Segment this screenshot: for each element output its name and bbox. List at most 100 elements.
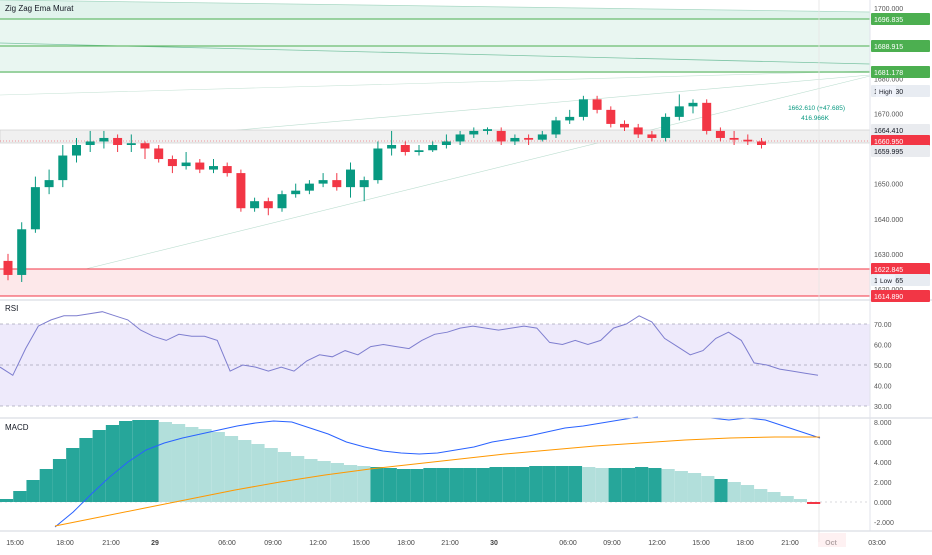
price-tag-bg	[871, 263, 930, 275]
candle-body	[469, 130, 479, 135]
support-zone	[0, 269, 870, 296]
candle-body	[633, 127, 643, 135]
time-tick-label: 21:00	[781, 540, 799, 547]
macd-histogram-bar	[238, 440, 252, 502]
macd-histogram-bar	[52, 459, 67, 502]
macd-histogram-bar	[807, 502, 821, 504]
candle-body	[537, 134, 547, 140]
price-tag-bg	[871, 290, 930, 302]
price-tag: 1614.890	[871, 290, 930, 302]
candle-body	[17, 229, 27, 275]
macd-histogram-bar	[13, 491, 27, 502]
fan-line	[0, 70, 871, 96]
macd-histogram-bar	[145, 420, 159, 502]
time-tick-label: 15:00	[6, 540, 24, 547]
candle-body	[291, 190, 301, 195]
macd-label[interactable]: MACD	[5, 423, 29, 432]
candle-body	[167, 159, 177, 167]
macd-histogram-bar	[198, 429, 212, 502]
macd-histogram-bar	[661, 469, 675, 502]
macd-tick-label: 2.000	[874, 480, 892, 487]
macd-tick-label: 0.000	[874, 500, 892, 507]
candle-body	[578, 99, 588, 117]
candle-body	[181, 162, 191, 167]
candle-body	[85, 141, 95, 145]
macd-histogram-bar	[595, 468, 609, 502]
indicator-title[interactable]: Zig Zag Ema Murat	[5, 4, 74, 13]
price-tag-text: 1681.178	[874, 70, 903, 77]
macd-histogram-bar	[489, 467, 503, 502]
price-tag: 1622.845	[871, 263, 930, 275]
rsi-tick-label: 70.00	[874, 322, 892, 329]
macd-histogram-bar	[621, 468, 636, 502]
macd-histogram-bar	[608, 468, 622, 502]
candle-body	[400, 144, 410, 153]
signal-line	[54, 436, 820, 527]
candle-body	[99, 137, 109, 142]
macd-histogram-bar	[423, 468, 437, 502]
macd-histogram-bar	[436, 468, 450, 502]
macd-histogram-bar	[357, 466, 371, 502]
macd-histogram-bar	[119, 421, 133, 502]
price-tag-text: 1688.915	[874, 44, 903, 51]
price-tag-text: 1659.995	[874, 149, 903, 156]
macd-histogram-bar	[780, 496, 794, 502]
macd-histogram-bar	[727, 482, 741, 502]
macd-histogram-bar	[568, 466, 583, 502]
candle-body	[455, 134, 465, 142]
macd-histogram-bar	[330, 463, 344, 502]
macd-histogram-bar	[26, 480, 40, 502]
price-tag-bg	[871, 124, 930, 136]
candle-body	[715, 130, 725, 138]
price-tag: 1659.995	[871, 145, 930, 157]
candle-body	[140, 143, 150, 149]
candle-body	[743, 139, 753, 142]
price-tag-text: 1664.410	[874, 128, 903, 135]
time-tick-label: 29	[151, 540, 159, 547]
candle-body	[126, 143, 136, 145]
candle-body	[592, 99, 602, 110]
rsi-label[interactable]: RSI	[5, 304, 19, 313]
candle-body	[30, 187, 40, 230]
macd-histogram-bar	[264, 448, 278, 502]
candle-body	[757, 141, 766, 145]
price-tag: 1696.835	[871, 13, 930, 25]
macd-histogram-bar	[635, 467, 649, 502]
candle-body	[510, 137, 520, 142]
macd-histogram-bar	[132, 420, 146, 502]
macd-histogram-bar	[674, 471, 688, 502]
price-tag-text: 1696.835	[874, 17, 903, 24]
resistance-zone-top	[0, 0, 870, 19]
macd-histogram-bar	[502, 467, 516, 502]
macd-histogram-bar	[714, 479, 728, 502]
macd-tick-label: -2.000	[874, 520, 894, 527]
rsi-tick-label: 30.00	[874, 404, 892, 411]
macd-histogram-bar	[277, 452, 292, 502]
candle-body	[661, 116, 671, 138]
candle-body	[209, 166, 218, 170]
candle-body	[373, 148, 383, 181]
candle-body	[58, 155, 68, 181]
price-tag-text: 1660.950	[874, 139, 903, 146]
trend-line	[0, 75, 871, 291]
macd-histogram-bar	[793, 499, 807, 502]
macd-tick-label: 8.000	[874, 420, 892, 427]
macd-histogram-bar	[529, 466, 543, 502]
time-tick-label: 21:00	[102, 540, 120, 547]
candle-body	[620, 123, 629, 128]
low-tag: Low	[880, 278, 892, 285]
time-highlight	[818, 533, 846, 547]
high-tag: High	[879, 89, 893, 96]
time-tick-label: 18:00	[56, 540, 74, 547]
time-tick-label: 06:00	[559, 540, 577, 547]
candle-body	[606, 109, 616, 124]
price-tag-bg	[871, 66, 930, 78]
candle-body	[441, 141, 451, 145]
candle-body	[222, 166, 232, 174]
candle-body	[688, 102, 698, 107]
candle-body	[318, 180, 328, 184]
macd-histogram-bar	[0, 499, 14, 502]
macd-histogram-bar	[687, 473, 702, 502]
